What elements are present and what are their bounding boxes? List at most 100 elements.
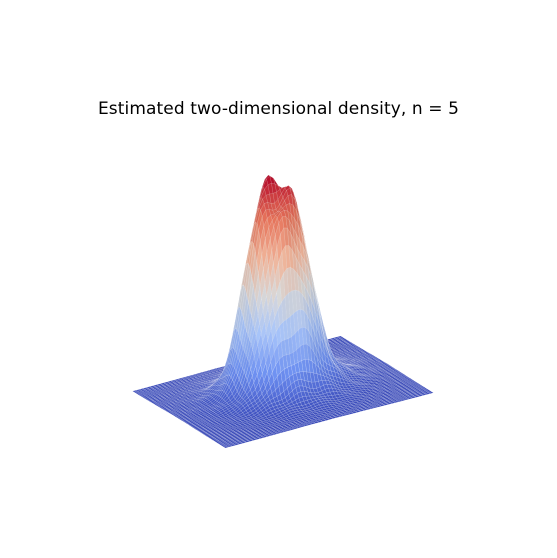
surface-facet <box>141 395 148 398</box>
surface-facet <box>273 177 279 186</box>
surface-facet <box>140 389 147 392</box>
chart-title: Estimated two-dimensional density, n = 5 <box>97 99 460 119</box>
surface-facet <box>376 367 382 370</box>
surface-facet <box>365 355 372 358</box>
surface-facet <box>147 392 153 396</box>
surface-facet <box>364 357 370 360</box>
surface-facet <box>198 382 204 385</box>
surface-facet <box>186 387 192 391</box>
surface-facet <box>201 383 207 386</box>
surface-facet <box>157 401 163 405</box>
surface-facet <box>208 385 214 390</box>
surface-facet <box>205 380 211 383</box>
surface-facet <box>190 389 197 392</box>
surface-facet <box>146 386 152 389</box>
surface-facet <box>341 350 348 353</box>
surface-facet <box>362 364 369 367</box>
surface-facet <box>157 404 163 408</box>
surface-facet <box>206 392 212 396</box>
surface-facet <box>264 175 271 180</box>
surface-facet <box>354 371 361 374</box>
surface-facet <box>356 370 363 373</box>
surface-facet <box>348 360 354 363</box>
surface-facet <box>349 361 356 364</box>
surface-facet <box>368 360 375 363</box>
surface-facet <box>193 393 199 396</box>
surface-facet <box>356 372 362 375</box>
surface-facet <box>350 364 357 366</box>
surface-facet <box>194 393 201 397</box>
surface-facet <box>228 347 234 365</box>
surface-facet <box>350 346 356 350</box>
surface-facet <box>158 405 165 409</box>
surface-facet <box>246 241 253 265</box>
surface-facet <box>359 354 365 357</box>
surface-facet <box>360 360 366 362</box>
surface-facet <box>339 354 345 357</box>
surface-facet <box>223 353 229 371</box>
surface-facet <box>177 403 183 407</box>
surface-facet <box>201 389 208 393</box>
surface-facet <box>381 367 387 370</box>
surface-facet <box>260 189 267 200</box>
surface-facet <box>365 370 371 373</box>
surface-facet <box>157 392 163 395</box>
surface-facet <box>174 399 180 402</box>
surface-facet <box>192 387 198 391</box>
surface-facet <box>355 360 361 362</box>
surface-facet <box>181 396 187 400</box>
surface-facet <box>182 386 189 389</box>
surface-facet <box>161 400 167 404</box>
surface-facet <box>199 382 206 385</box>
surface-facet <box>378 363 384 366</box>
surface-facet <box>150 401 157 404</box>
surface-facet <box>209 381 215 385</box>
surface-facet <box>183 392 190 395</box>
surface-facet <box>269 193 275 204</box>
surface-facet <box>349 357 355 359</box>
surface-facet <box>197 379 203 382</box>
surface-facet <box>206 373 212 376</box>
surface-facet <box>346 360 353 362</box>
surface-facet <box>203 392 209 396</box>
surface-facet <box>219 366 225 369</box>
surface-facet <box>151 395 158 398</box>
surface-facet <box>347 368 354 372</box>
surface-facet <box>360 355 367 358</box>
surface-facet <box>360 358 366 360</box>
surface-facet <box>286 187 292 196</box>
surface-mesh <box>132 175 434 449</box>
surface-facet <box>376 362 383 365</box>
surface-facet <box>257 186 264 205</box>
surface-facet <box>209 376 215 379</box>
surface-facet <box>379 369 385 372</box>
surface-facet <box>198 400 205 405</box>
surface-facet <box>253 207 260 225</box>
surface-facet <box>153 384 159 387</box>
surface-facet <box>352 358 358 361</box>
surface-facet <box>143 396 149 399</box>
surface-facet <box>193 380 200 383</box>
surface-facet <box>218 368 225 371</box>
surface-facet <box>135 389 142 392</box>
surface-facet <box>248 223 255 247</box>
surface-facet <box>190 376 197 379</box>
surface-facet <box>279 187 286 194</box>
surface-facet <box>190 391 196 395</box>
surface-facet <box>145 389 152 392</box>
surface-facet <box>196 381 203 384</box>
surface-facet <box>348 351 354 354</box>
surface-facet <box>366 364 372 366</box>
surface-facet <box>176 385 182 389</box>
surface-facet <box>336 358 343 361</box>
surface-facet <box>364 363 371 365</box>
surface-facet <box>152 399 159 402</box>
surface-facet <box>340 362 346 365</box>
surface-facet <box>176 397 182 400</box>
surface-facet <box>364 365 370 368</box>
surface-facet <box>358 361 364 364</box>
surface-facet <box>192 401 198 405</box>
surface-facet <box>167 392 173 395</box>
